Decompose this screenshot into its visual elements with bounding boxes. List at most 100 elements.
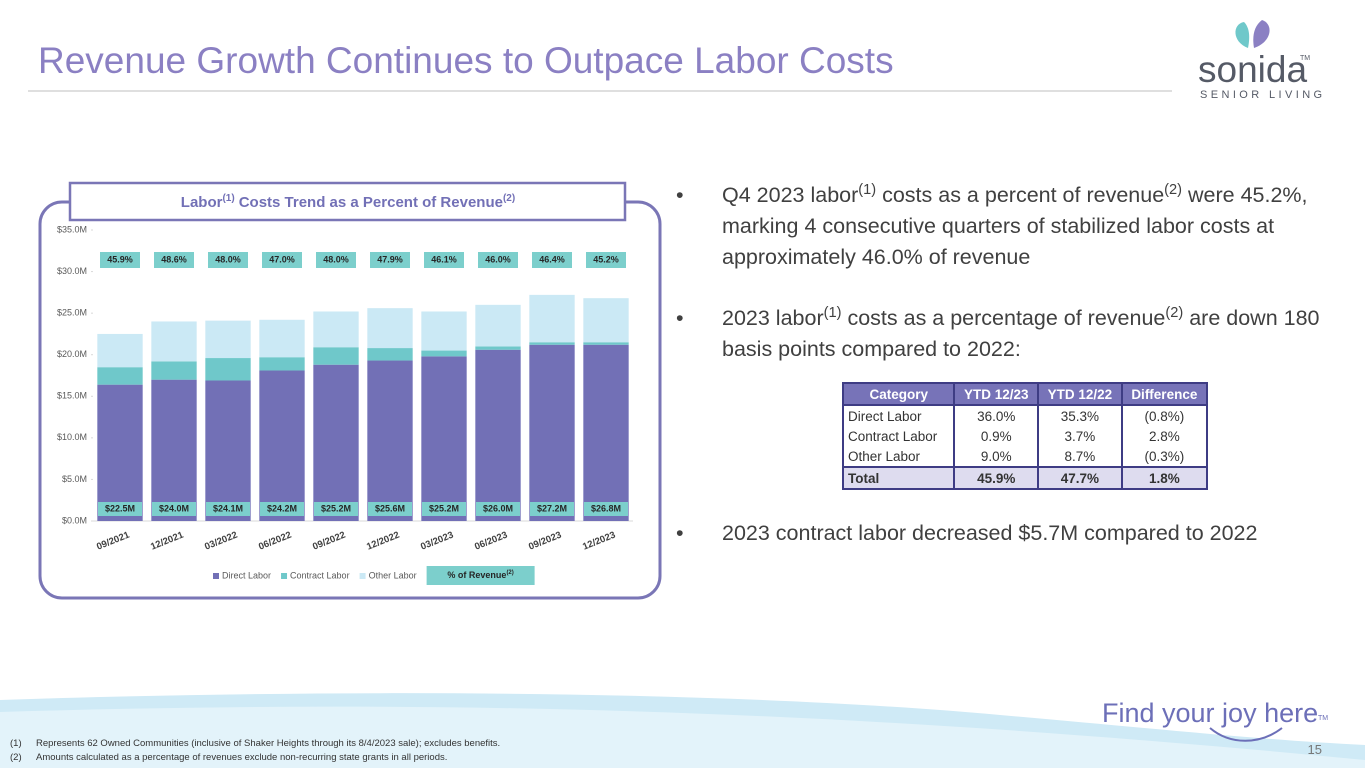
bar-segment bbox=[205, 358, 251, 381]
table-cell: Contract Labor bbox=[841, 426, 956, 446]
total-label: $26.8M bbox=[591, 503, 621, 513]
bar-segment bbox=[97, 384, 143, 521]
y-tick-label: $0.0M bbox=[62, 515, 87, 525]
total-label-box bbox=[476, 502, 520, 516]
y-tick-label: $5.0M bbox=[62, 474, 87, 484]
total-label-box bbox=[206, 502, 250, 516]
total-label: $26.0M bbox=[483, 503, 513, 513]
bar-segment bbox=[475, 349, 521, 521]
bar-segment bbox=[367, 360, 413, 521]
x-tick-label: 09/2023 bbox=[527, 530, 563, 553]
header-cell: YTD 12/23 bbox=[953, 382, 1040, 406]
bar-segment bbox=[151, 379, 197, 521]
x-tick-label: 12/2021 bbox=[149, 529, 186, 552]
bar-segment bbox=[583, 342, 629, 345]
chart: $0.0M $5.0M $10.0M $15.0M $20.0M $25.0M $30.0M… bbox=[57, 224, 633, 585]
legend-swatch bbox=[359, 573, 366, 579]
y-tick-label: $10.0M bbox=[57, 432, 87, 442]
total-label: $22.5M bbox=[105, 503, 135, 513]
table-cell: (0.3%) bbox=[1120, 446, 1209, 467]
table-row: Direct Labor 36.0% 35.3% (0.8%) bbox=[841, 405, 1209, 426]
percent-label-box bbox=[370, 252, 410, 268]
bar-segment bbox=[97, 333, 143, 368]
bar-segment bbox=[313, 347, 359, 365]
bar-segment bbox=[475, 304, 521, 347]
bar-segment bbox=[205, 380, 251, 521]
percent-label: 47.0% bbox=[269, 254, 295, 264]
percent-label: 48.0% bbox=[323, 254, 349, 264]
x-tick-label: 12/2023 bbox=[581, 530, 617, 553]
logo-tagline: SENIOR LIVING bbox=[1200, 89, 1326, 101]
bar-segment bbox=[529, 344, 575, 521]
table-cell: 0.9% bbox=[953, 426, 1040, 446]
logo-icon bbox=[1235, 20, 1270, 48]
bar-segment bbox=[421, 356, 467, 521]
header-cell: YTD 12/22 bbox=[1037, 382, 1123, 406]
table-cell: Total bbox=[841, 466, 956, 490]
bar-segment bbox=[475, 346, 521, 350]
table-cell: 47.7% bbox=[1037, 466, 1123, 490]
total-label-box bbox=[260, 502, 304, 516]
table-total-row: Total 45.9% 47.7% 1.8% bbox=[841, 466, 1209, 490]
bar-segment bbox=[97, 367, 143, 385]
bar-segment bbox=[259, 357, 305, 371]
x-tick-label: 09/2021 bbox=[95, 529, 132, 552]
table-row: Contract Labor 0.9% 3.7% 2.8% bbox=[841, 426, 1209, 446]
total-label: $24.0M bbox=[159, 503, 189, 513]
bar-segment bbox=[313, 311, 359, 348]
y-tick-label: $30.0M bbox=[57, 266, 87, 276]
y-tick-label: $15.0M bbox=[57, 391, 87, 401]
percent-label: 46.1% bbox=[431, 254, 457, 264]
percent-label-box bbox=[100, 252, 140, 268]
chart-title: Labor(1) Costs Trend as a Percent of Reve… bbox=[181, 193, 515, 211]
y-tick-label: $35.0M bbox=[57, 224, 87, 234]
slide-title: Revenue Growth Continues to Outpace Labo… bbox=[38, 40, 894, 81]
total-label-box bbox=[530, 502, 574, 516]
percent-label-box bbox=[478, 252, 518, 268]
table-cell: 3.7% bbox=[1037, 426, 1123, 446]
bar-segment bbox=[259, 370, 305, 521]
percent-label: 47.9% bbox=[377, 254, 403, 264]
bullet: • Q4 2023 labor(1) costs as a percent of … bbox=[676, 181, 1308, 269]
table-cell: 1.8% bbox=[1120, 466, 1209, 490]
percent-label-box bbox=[532, 252, 572, 268]
bar-segment bbox=[583, 298, 629, 343]
percent-label: 46.4% bbox=[539, 254, 565, 264]
total-label: $25.6M bbox=[375, 503, 405, 513]
slogan: Find your joy here bbox=[1102, 698, 1318, 728]
x-tick-label: 06/2022 bbox=[257, 530, 293, 553]
footnote: (2) Amounts calculated as a percentage of… bbox=[10, 752, 448, 763]
percent-label-box bbox=[586, 252, 626, 268]
table-cell: Direct Labor bbox=[841, 405, 956, 426]
total-label-box bbox=[314, 502, 358, 516]
chart-title-box bbox=[68, 181, 627, 222]
total-label: $24.2M bbox=[267, 503, 297, 513]
slogan-smile bbox=[1209, 727, 1283, 742]
bar-segment bbox=[313, 364, 359, 521]
table-header: Category YTD 12/23 YTD 12/22 Difference bbox=[841, 382, 1209, 406]
total-label: $24.1M bbox=[213, 503, 243, 513]
percent-label-box bbox=[424, 252, 464, 268]
legend-percent: % of Revenue(2) bbox=[447, 570, 513, 581]
percent-label: 48.0% bbox=[215, 254, 241, 264]
bar-segment bbox=[583, 344, 629, 521]
total-label: $25.2M bbox=[321, 503, 351, 513]
bar-segment bbox=[367, 348, 413, 361]
table-row: Other Labor 9.0% 8.7% (0.3%) bbox=[841, 446, 1209, 467]
bar-segment bbox=[151, 361, 197, 380]
x-tick-label: 03/2022 bbox=[203, 530, 239, 553]
table-cell: Other Labor bbox=[841, 446, 956, 467]
legend-percent-sup: (2) bbox=[506, 570, 513, 576]
percent-label-box bbox=[208, 252, 248, 268]
legend-swatch bbox=[281, 573, 288, 579]
percent-label-box bbox=[262, 252, 302, 268]
logo-name: sonida bbox=[1198, 49, 1307, 90]
bar-segment bbox=[421, 311, 467, 351]
x-tick-label: 06/2023 bbox=[473, 530, 509, 553]
table-cell: 9.0% bbox=[953, 446, 1040, 467]
bar-segment bbox=[529, 342, 575, 345]
total-label: $27.2M bbox=[537, 503, 567, 513]
header-cell: Difference bbox=[1120, 382, 1209, 406]
total-label-box bbox=[422, 502, 466, 516]
bar-segment bbox=[151, 321, 197, 362]
